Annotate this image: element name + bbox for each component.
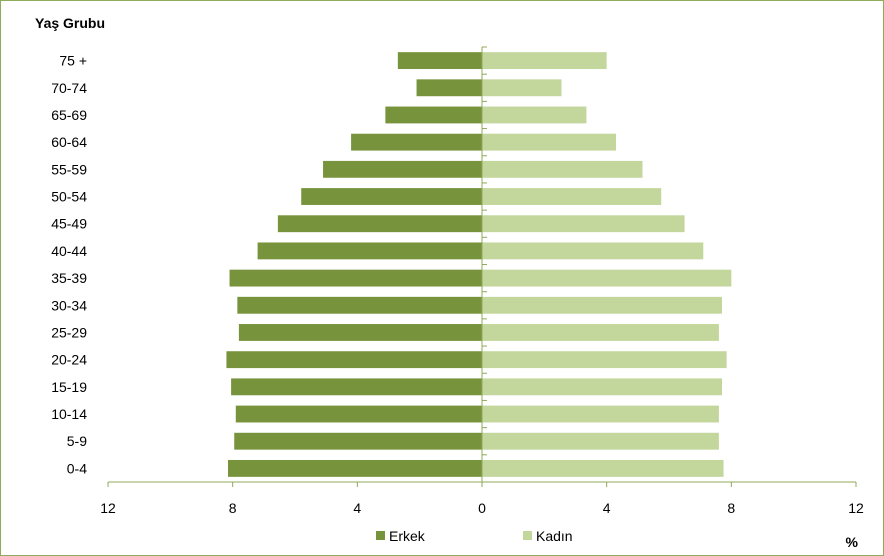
bar-erkek-45-49 xyxy=(277,215,482,233)
legend-swatch-erkek xyxy=(376,531,385,540)
y-category-label: 75 + xyxy=(59,53,87,69)
y-category-label: 15-19 xyxy=(51,379,87,395)
y-category-label: 65-69 xyxy=(51,107,87,123)
y-axis-title: Yaş Grubu xyxy=(35,15,105,31)
bar-erkek-25-29 xyxy=(238,324,482,341)
bars-layer xyxy=(226,52,732,477)
y-category-label: 40-44 xyxy=(51,243,87,259)
axes-layer: 12 8 4 0 4 8 12 0-4 5-9 10-14 15-19 20-24 25-29 30-34… xyxy=(51,46,864,516)
bar-erkek-15-19 xyxy=(231,378,482,396)
bar-kadin-25-29 xyxy=(482,324,719,341)
bar-kadin-15-19 xyxy=(482,378,722,396)
bar-erkek-0-4 xyxy=(227,459,482,477)
y-category-label: 60-64 xyxy=(51,134,87,150)
y-category-label: 25-29 xyxy=(51,324,87,340)
y-category-label: 30-34 xyxy=(51,297,87,313)
bar-kadin-70-74 xyxy=(482,79,562,97)
y-category-label: 5-9 xyxy=(67,433,87,449)
y-category-label: 0-4 xyxy=(67,460,87,476)
bar-erkek-10-14 xyxy=(235,405,482,423)
legend-label-kadin: Kadın xyxy=(536,528,573,544)
bar-kadin-30-34 xyxy=(482,296,722,314)
y-category-label: 10-14 xyxy=(51,406,87,422)
legend: Erkek Kadın xyxy=(376,528,573,544)
y-category-label: 20-24 xyxy=(51,352,87,368)
bar-erkek-5-9 xyxy=(234,432,482,450)
x-axis-title: % xyxy=(846,534,859,550)
bar-kadin-40-44 xyxy=(482,242,704,260)
bar-kadin-75plus xyxy=(482,52,607,70)
bar-kadin-0-4 xyxy=(482,459,724,477)
x-tick-label: 12 xyxy=(848,500,864,516)
bar-kadin-65-69 xyxy=(482,106,587,124)
y-category-label: 45-49 xyxy=(51,216,87,232)
bar-erkek-50-54 xyxy=(301,188,482,205)
y-category-label: 50-54 xyxy=(51,189,87,205)
bar-kadin-5-9 xyxy=(482,432,719,450)
bar-erkek-35-39 xyxy=(229,269,482,287)
x-tick-label: 12 xyxy=(100,500,116,516)
x-tick-label: 8 xyxy=(727,500,735,516)
bar-erkek-30-34 xyxy=(237,296,482,314)
bar-erkek-20-24 xyxy=(226,351,482,369)
bar-kadin-55-59 xyxy=(482,160,643,178)
bar-kadin-20-24 xyxy=(482,351,727,369)
bar-kadin-35-39 xyxy=(482,269,732,287)
legend-label-erkek: Erkek xyxy=(389,528,426,544)
x-tick-label: 4 xyxy=(353,500,361,516)
x-tick-label: 4 xyxy=(603,500,611,516)
bar-erkek-70-74 xyxy=(416,79,482,97)
bar-kadin-60-64 xyxy=(482,133,617,151)
y-category-label: 70-74 xyxy=(51,80,87,96)
y-category-label: 55-59 xyxy=(51,161,87,177)
bar-erkek-40-44 xyxy=(257,242,482,260)
legend-swatch-kadin xyxy=(523,531,532,540)
bar-kadin-45-49 xyxy=(482,215,685,233)
bar-kadin-10-14 xyxy=(482,405,719,423)
bar-erkek-55-59 xyxy=(323,160,482,178)
bar-erkek-75plus xyxy=(397,52,482,70)
bar-erkek-65-69 xyxy=(385,106,482,124)
x-tick-label: 8 xyxy=(229,500,237,516)
bar-kadin-50-54 xyxy=(482,188,662,205)
x-tick-label: 0 xyxy=(478,500,486,516)
bar-erkek-60-64 xyxy=(351,133,482,151)
y-category-label: 35-39 xyxy=(51,270,87,286)
